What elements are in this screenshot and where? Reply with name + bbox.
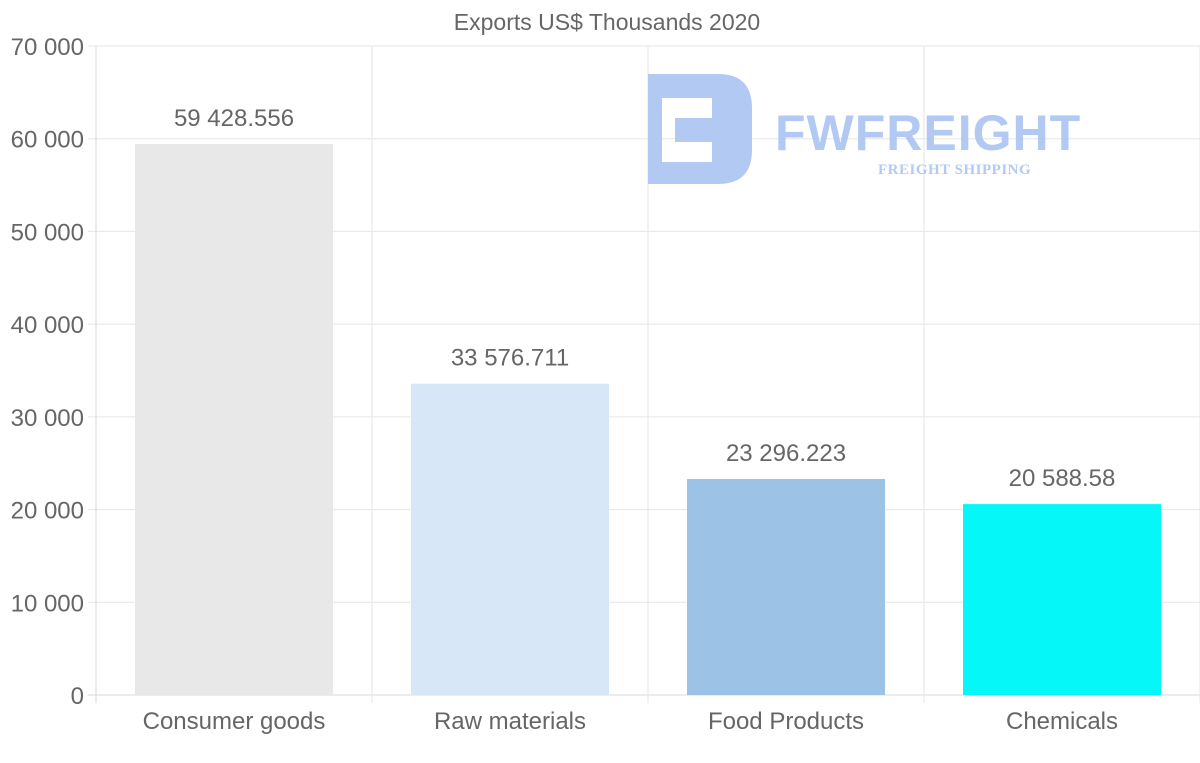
- y-tick-label: 20 000: [11, 498, 84, 525]
- x-axis: Consumer goods Raw materials Food Products…: [143, 708, 1118, 735]
- x-tick-label: Food Products: [708, 708, 864, 735]
- y-tick-label: 0: [71, 683, 84, 710]
- x-tick-label: Chemicals: [1006, 708, 1118, 735]
- bars: [135, 144, 1161, 695]
- bar-value-label: 33 576.711: [451, 345, 569, 372]
- y-tick-label: 40 000: [11, 312, 84, 339]
- watermark-logo: FWFREIGHT FREIGHT SHIPPING: [648, 74, 1081, 184]
- y-tick-label: 60 000: [11, 127, 84, 154]
- watermark-tagline: FREIGHT SHIPPING: [878, 162, 1031, 178]
- watermark-logo-icon: [648, 74, 752, 184]
- bar[interactable]: [135, 144, 333, 695]
- y-tick-label: 10 000: [11, 590, 84, 617]
- x-tick-label: Consumer goods: [143, 708, 326, 735]
- bar-value-label: 59 428.556: [174, 105, 294, 132]
- bar[interactable]: [687, 479, 885, 695]
- bar[interactable]: [411, 383, 609, 695]
- data-labels: 59 428.556 33 576.711 23 296.223 20 588.58: [174, 105, 1115, 492]
- watermark-brand: FWFREIGHT: [775, 105, 1081, 161]
- y-tick-label: 50 000: [11, 219, 84, 246]
- bar-value-label: 20 588.58: [1009, 465, 1116, 492]
- bar-value-label: 23 296.223: [726, 440, 846, 467]
- y-tick-label: 30 000: [11, 405, 84, 432]
- x-tick-label: Raw materials: [434, 708, 586, 735]
- y-tick-label: 70 000: [11, 34, 84, 61]
- y-axis: 0 10 000 20 000 30 000 40 000 50 000 60 000 70 …: [11, 34, 84, 710]
- chart-title: Exports US$ Thousands 2020: [454, 9, 760, 35]
- bar[interactable]: [963, 504, 1161, 695]
